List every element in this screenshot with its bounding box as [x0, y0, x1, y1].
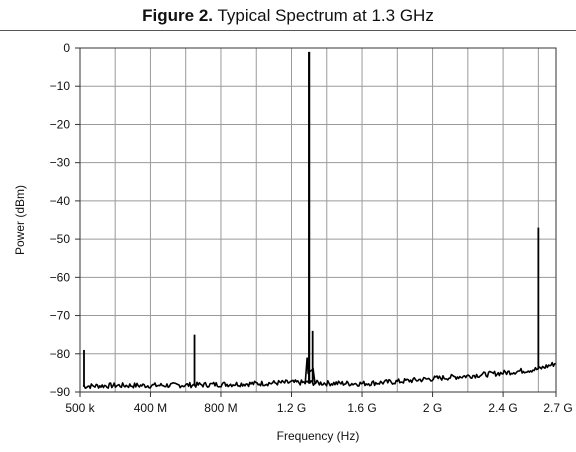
y-tick-label: −80 [50, 347, 71, 361]
figure-label: Figure 2. [142, 6, 214, 25]
x-tick-label: 1.6 G [347, 401, 376, 415]
y-tick-label: −20 [50, 117, 71, 131]
figure-caption: Typical Spectrum at 1.3 GHz [217, 6, 434, 25]
x-tick-label: 400 M [134, 401, 167, 415]
x-tick-label: 2.7 G [543, 401, 572, 415]
horizontal-gridlines [80, 85, 556, 355]
y-tick-label: 0 [63, 41, 70, 55]
x-axis-title: Frequency (Hz) [277, 429, 360, 443]
plot-frame [79, 47, 557, 393]
y-axis-title: Power (dBm) [13, 185, 27, 255]
x-tick-label: 2.4 G [488, 401, 517, 415]
y-tick-label: −90 [50, 385, 71, 399]
spectral-peaks [83, 51, 540, 387]
y-tick-label: −40 [50, 194, 71, 208]
y-tick-label: −50 [50, 232, 71, 246]
title-divider [0, 30, 576, 31]
x-tick-label: 2 G [423, 401, 442, 415]
x-tick-label: 500 k [65, 401, 95, 415]
plot-area [80, 48, 556, 392]
y-tick-label: −30 [50, 156, 71, 170]
figure-title: Figure 2. Typical Spectrum at 1.3 GHz [0, 6, 576, 30]
y-tick-label: −10 [50, 79, 71, 93]
spectrum-trace [82, 361, 556, 390]
y-tick-label: −60 [50, 270, 71, 284]
x-tick-label: 1.2 G [277, 401, 306, 415]
carrier-skirt [304, 357, 316, 385]
x-tick-label: 800 M [204, 401, 237, 415]
y-tick-label: −70 [50, 309, 71, 323]
x-axis-ticks: 500 k 400 M 800 M 1.2 G 1.6 G 2 G 2.4 G 2.7 G [65, 392, 573, 415]
y-axis-ticks: 0 −10 −20 −30 −40 −50 −60 −70 −80 −90 [50, 41, 80, 399]
